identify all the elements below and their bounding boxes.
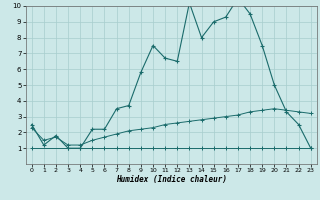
X-axis label: Humidex (Indice chaleur): Humidex (Indice chaleur) (116, 175, 227, 184)
